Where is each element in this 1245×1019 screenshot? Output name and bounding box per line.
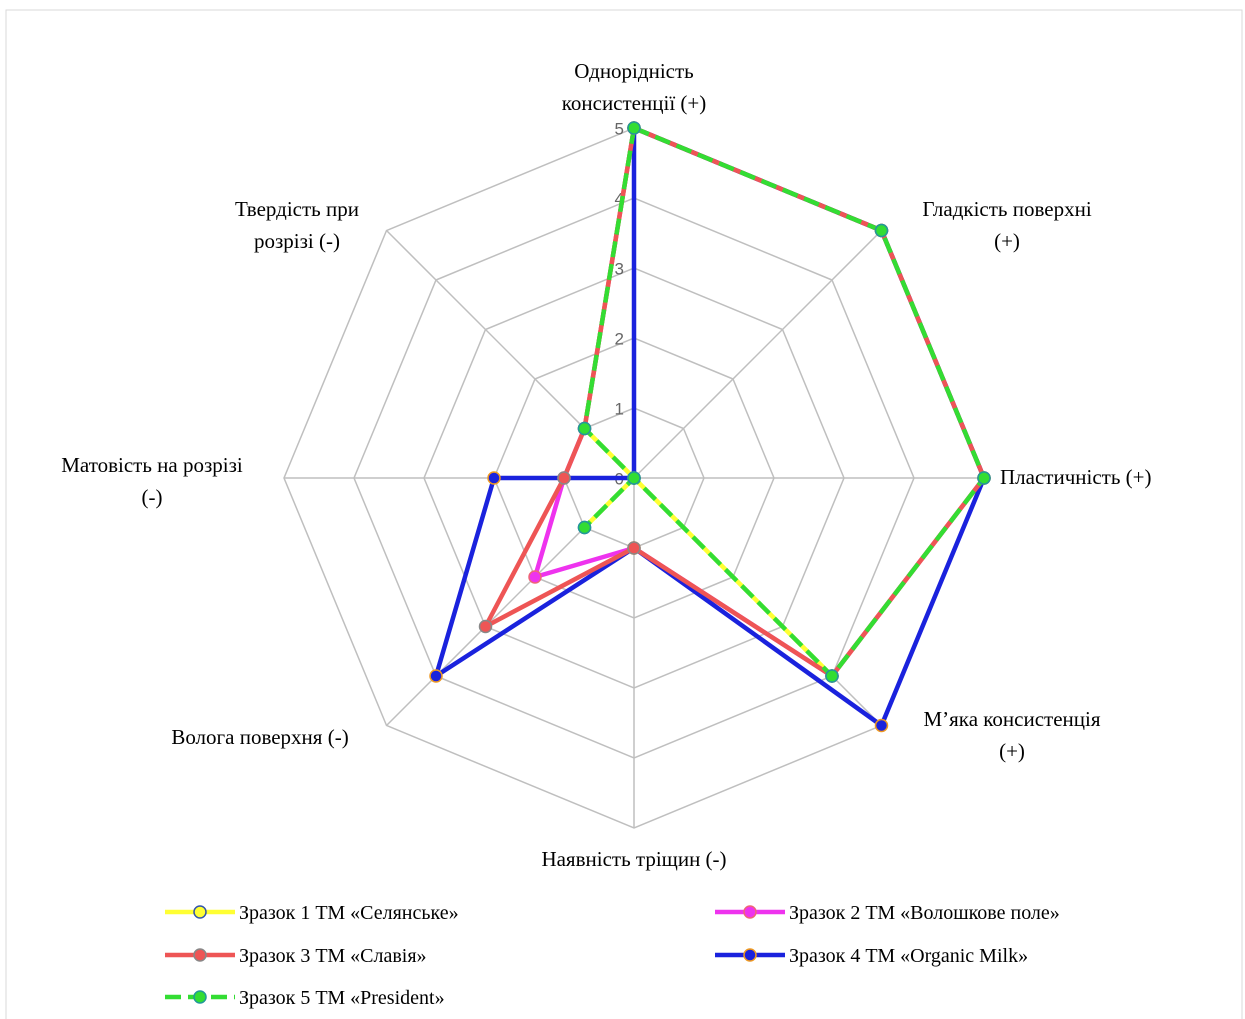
axis-label: Наявність тріщин (-) <box>541 847 726 871</box>
y-tick-label: 5 <box>615 119 624 138</box>
legend-marker <box>743 948 757 962</box>
axis-label: М’яка консистенція (+) <box>923 707 1100 763</box>
axis-label: Пластичність (+) <box>1000 465 1152 489</box>
marker <box>627 121 641 135</box>
legend-label: Зразок 3 ТМ «Славія» <box>239 945 427 967</box>
marker <box>429 669 443 683</box>
axis-label-line: Волога поверхня (-) <box>171 725 348 749</box>
legend-marker <box>743 905 757 919</box>
legend-label: Зразок 4 ТМ «Organic Milk» <box>789 945 1028 967</box>
y-tick-label: 3 <box>615 259 624 278</box>
y-tick-label: 1 <box>615 399 624 418</box>
axis-label-line: (+) <box>999 739 1025 763</box>
legend-label: Зразок 1 ТМ «Селянське» <box>239 902 459 924</box>
axis-label-line: консистенції (+) <box>562 91 706 115</box>
marker <box>577 520 592 535</box>
axis-label: Гладкість поверхні (+) <box>922 197 1091 253</box>
series-line <box>433 125 987 728</box>
axis-label-line: Наявність тріщин (-) <box>541 847 726 871</box>
legend-marker <box>193 905 207 919</box>
axis-line <box>633 229 883 479</box>
axis-label: Однорідність консистенції (+) <box>562 59 706 115</box>
axis-label-line: Однорідність <box>574 59 693 83</box>
axis-label-line: Гладкість поверхні <box>922 197 1091 221</box>
marker <box>825 669 839 683</box>
y-tick-label: 2 <box>615 329 624 348</box>
axis-label-line: Твердість при <box>235 197 359 221</box>
axis-label: Твердість при розрізі (-) <box>235 197 359 253</box>
axis-label: Волога поверхня (-) <box>171 725 348 749</box>
marker <box>528 570 542 584</box>
axis-label-line: Матовість на розрізі <box>61 453 243 477</box>
legend-marker <box>193 990 207 1004</box>
marker <box>487 471 501 485</box>
marker <box>557 471 571 485</box>
axis-label-line: М’яка консистенція <box>923 707 1100 731</box>
chart-frame <box>5 9 1243 1019</box>
marker <box>627 471 641 485</box>
marker <box>627 541 641 555</box>
legend-marker <box>193 948 207 962</box>
series-line <box>532 125 987 679</box>
legend-label: Зразок 5 ТМ «President» <box>239 987 445 1009</box>
marker <box>577 421 592 436</box>
axis-label-line: розрізі (-) <box>254 229 340 253</box>
marker <box>478 619 493 634</box>
y-tick-label: 4 <box>615 189 624 208</box>
axis-label-line: Пластичність (+) <box>1000 465 1152 489</box>
marker <box>977 471 991 485</box>
axis-label-line: (+) <box>994 229 1020 253</box>
marker <box>874 718 889 733</box>
axis-label: Матовість на розрізі (-) <box>61 453 243 509</box>
legend-label: Зразок 2 ТМ «Волошкове поле» <box>789 902 1060 924</box>
axis-label-line: (-) <box>142 485 163 509</box>
marker <box>874 223 889 238</box>
